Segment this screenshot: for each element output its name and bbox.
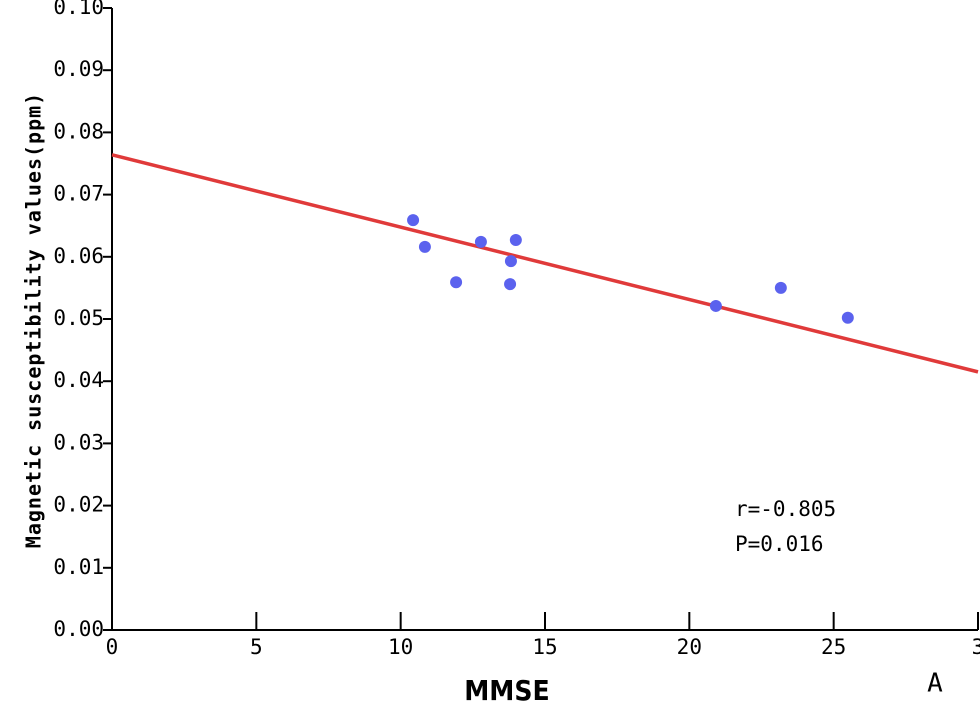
x-tick-label: 3 [972, 635, 980, 659]
fit-line [111, 153, 979, 374]
point [774, 281, 787, 294]
point [504, 255, 517, 268]
x-tick-label: 25 [821, 635, 846, 659]
point [509, 234, 522, 247]
x-axis-label: MMSE [464, 674, 550, 707]
y-tick-label: 0.05 [53, 306, 104, 330]
point [450, 276, 463, 289]
y-tick-label: 0.07 [53, 182, 104, 206]
y-tick-label: 0.06 [53, 244, 104, 268]
point [418, 240, 431, 253]
point [709, 299, 722, 312]
point [841, 311, 854, 324]
y-tick-label: 0.02 [53, 493, 104, 517]
y-axis-label: Magnetic susceptibility values(ppm) [22, 92, 46, 548]
x-tick-label: 20 [677, 635, 702, 659]
y-tick-label: 0.01 [53, 555, 104, 579]
y-tick-label: 0.00 [53, 617, 104, 641]
y-tick-label: 0.03 [53, 430, 104, 454]
x-tick-label: 15 [532, 635, 557, 659]
x-tick-label: 0 [106, 635, 119, 659]
point [474, 235, 487, 248]
point [504, 278, 517, 291]
x-tick-label: 5 [250, 635, 263, 659]
y-tick-label: 0.04 [53, 368, 104, 392]
point [407, 214, 420, 227]
y-tick-label: 0.08 [53, 119, 104, 143]
annotation: P=0.016 [735, 532, 824, 556]
annotation: r=-0.805 [735, 497, 836, 521]
y-tick-label: 0.09 [53, 57, 104, 81]
x-tick-label: 10 [388, 635, 413, 659]
panel-label: A [927, 669, 943, 699]
y-tick-label: 0.10 [53, 0, 104, 19]
